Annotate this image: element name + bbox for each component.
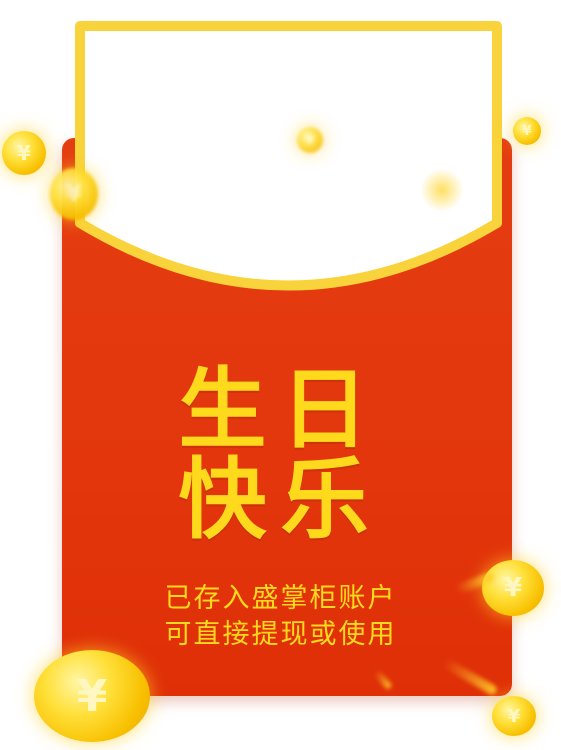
coin-symbol: ¥ — [507, 705, 521, 727]
coin-glow — [420, 168, 464, 212]
message-line-1: 已存入盛掌柜账户 — [164, 583, 397, 614]
yuan-coin-icon: ¥ — [492, 696, 536, 736]
envelope-card-shape — [75, 21, 502, 291]
yuan-coin-icon: ¥ — [297, 127, 323, 153]
yuan-coin-icon: ¥ — [513, 117, 541, 145]
coin-symbol: ¥ — [66, 181, 82, 207]
greeting-title-line-1: 生日 — [178, 358, 383, 461]
message-line-2: 可直接提现或使用 — [164, 619, 397, 650]
coin-symbol: ¥ — [17, 141, 31, 165]
coin-symbol: ¥ — [76, 670, 108, 722]
yuan-coin-icon: ¥ — [482, 560, 544, 616]
coin-symbol: ¥ — [503, 573, 523, 603]
yuan-coin-icon: ¥ — [2, 131, 46, 175]
envelope-card — [72, 18, 505, 298]
greeting-title-line-2: 快乐 — [178, 448, 383, 551]
yuan-coin-icon: ¥ — [34, 650, 150, 742]
coin-symbol: ¥ — [522, 123, 532, 139]
coin-symbol: ¥ — [305, 133, 315, 147]
yuan-coin-icon: ¥ — [50, 168, 98, 220]
